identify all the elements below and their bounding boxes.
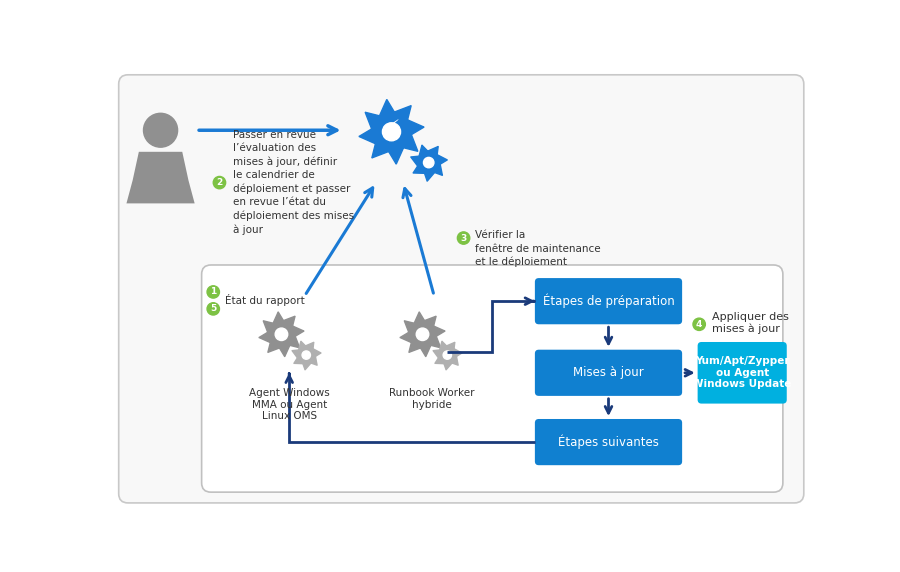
Text: 2: 2 [216,178,222,187]
Circle shape [693,318,706,331]
Text: Vérifier la
fenêtre de maintenance
et le déploiement: Vérifier la fenêtre de maintenance et le… [475,231,601,268]
Text: Runbook Worker
hybride: Runbook Worker hybride [389,388,474,410]
FancyBboxPatch shape [119,75,804,503]
FancyBboxPatch shape [698,342,787,404]
Polygon shape [259,312,303,356]
Polygon shape [400,312,445,356]
Circle shape [382,123,400,141]
Circle shape [207,286,220,298]
Circle shape [275,328,288,340]
Text: 3: 3 [461,233,467,243]
Polygon shape [411,145,447,181]
FancyBboxPatch shape [535,278,682,324]
Text: 5: 5 [210,304,216,313]
Polygon shape [126,152,194,204]
Text: Agent Windows
MMA ou Agent
Linux OMS: Agent Windows MMA ou Agent Linux OMS [248,388,329,422]
Circle shape [143,113,177,147]
Text: Appliquer des
mises à jour: Appliquer des mises à jour [712,312,788,334]
FancyBboxPatch shape [535,349,682,396]
Circle shape [302,351,310,359]
Circle shape [457,232,470,244]
Circle shape [213,176,226,189]
Circle shape [207,303,220,315]
FancyBboxPatch shape [202,265,783,492]
Polygon shape [433,341,462,370]
Circle shape [416,328,428,340]
Text: 1: 1 [210,288,216,296]
Text: 4: 4 [696,320,702,329]
Polygon shape [292,341,320,370]
Circle shape [443,351,452,359]
Text: Mises à jour: Mises à jour [573,366,643,379]
Text: Étapes suivantes: Étapes suivantes [558,435,659,450]
Text: Étapes de préparation: Étapes de préparation [543,294,674,308]
Circle shape [424,157,434,168]
Polygon shape [359,100,424,164]
Text: ⚡: ⚡ [382,120,400,144]
FancyBboxPatch shape [535,419,682,465]
Text: Yum/Apt/Zypper
ou Agent
Windows Update: Yum/Apt/Zypper ou Agent Windows Update [692,356,792,390]
Text: Passer en revue
l’évaluation des
mises à jour, définir
le calendrier de
déploiem: Passer en revue l’évaluation des mises à… [232,130,354,235]
Text: État du rapport: État du rapport [225,295,304,307]
